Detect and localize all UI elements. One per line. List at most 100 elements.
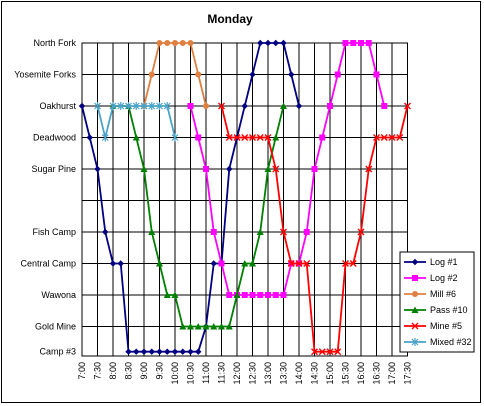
x-tick-label: 7:30 — [93, 362, 103, 380]
data-point — [334, 348, 342, 356]
data-point — [78, 102, 86, 110]
data-point — [225, 134, 233, 141]
data-point — [311, 166, 318, 172]
data-point — [265, 292, 271, 298]
data-point — [203, 103, 209, 109]
data-point — [194, 323, 202, 330]
data-point — [148, 102, 156, 110]
y-tick-label: Sugar Pine — [31, 164, 76, 174]
x-tick-label: 15:00 — [325, 362, 335, 385]
data-point — [411, 338, 419, 346]
data-point — [233, 134, 241, 141]
data-point — [218, 323, 225, 330]
x-tick-label: 8:00 — [108, 362, 118, 380]
data-point — [381, 103, 388, 109]
data-point — [156, 348, 163, 355]
data-point — [164, 348, 171, 355]
data-point — [357, 228, 365, 236]
data-point — [210, 260, 217, 267]
data-point — [412, 291, 418, 297]
data-point — [171, 291, 179, 298]
data-point — [257, 292, 264, 298]
data-point — [117, 260, 124, 267]
data-point — [241, 292, 248, 298]
legend-item: Mine #5 — [404, 321, 462, 331]
chart-grid — [81, 42, 408, 357]
legend-label: Log #1 — [430, 257, 458, 267]
data-point — [156, 40, 163, 46]
data-point — [280, 292, 287, 298]
data-point — [210, 229, 217, 235]
data-point — [241, 134, 249, 141]
data-point — [272, 165, 280, 173]
data-point — [287, 260, 295, 267]
data-point — [94, 102, 101, 110]
data-point — [210, 323, 218, 330]
data-point — [327, 103, 333, 109]
data-point — [249, 71, 256, 78]
x-tick-label: 9:00 — [139, 362, 149, 380]
data-point — [125, 348, 132, 355]
data-point — [241, 260, 249, 267]
data-point — [132, 134, 140, 141]
data-point — [264, 165, 272, 172]
data-point — [272, 39, 279, 47]
data-point — [411, 306, 419, 313]
y-tick-label: Wawona — [41, 290, 76, 300]
data-point — [172, 40, 178, 46]
legend-label: Mine #5 — [430, 321, 462, 331]
data-point — [350, 40, 357, 46]
data-point — [334, 71, 341, 78]
data-point — [256, 228, 264, 235]
data-point — [411, 258, 419, 266]
x-tick-label: 13:30 — [279, 362, 289, 385]
data-point — [140, 102, 148, 110]
x-tick-label: 10:30 — [186, 362, 196, 385]
data-point — [412, 275, 418, 281]
data-point — [171, 348, 179, 355]
x-tick-label: 7:00 — [77, 362, 87, 380]
data-point — [326, 348, 334, 356]
legend-item: Log #2 — [404, 273, 458, 283]
data-point — [187, 348, 194, 355]
data-point — [295, 102, 303, 110]
data-point — [148, 228, 156, 235]
data-point — [187, 323, 194, 330]
data-point — [272, 292, 279, 298]
x-tick-label: 9:30 — [155, 362, 165, 380]
data-point — [272, 134, 280, 141]
series-log-1 — [78, 39, 303, 355]
data-point — [133, 348, 140, 355]
legend-label: Log #2 — [430, 273, 458, 283]
x-tick-label: 17:30 — [403, 362, 413, 385]
data-point — [179, 323, 187, 330]
y-axis-labels: North Fork Yosemite Forks Oakhurst Deadwood… — [14, 38, 76, 357]
data-point — [257, 39, 264, 47]
data-point — [233, 291, 241, 298]
x-tick-label: 12:00 — [232, 362, 242, 385]
data-point — [156, 260, 163, 267]
x-axis-labels: 7:00 7:30 8:00 8:30 9:00 9:30 10:00 10:30 11:00 1… — [77, 362, 413, 385]
data-point — [102, 228, 109, 236]
y-tick-label: North Fork — [33, 38, 76, 48]
data-point — [225, 323, 233, 330]
x-tick-label: 15:30 — [341, 362, 351, 385]
data-point — [280, 102, 287, 109]
y-tick-label: Gold Mine — [35, 322, 76, 332]
data-point — [86, 134, 93, 141]
data-point — [203, 166, 209, 172]
data-point — [140, 348, 148, 355]
data-point — [373, 71, 380, 78]
x-tick-label: 16:00 — [356, 362, 366, 385]
x-tick-label: 11:00 — [201, 362, 211, 384]
data-point — [303, 229, 310, 235]
data-point — [179, 40, 186, 46]
data-point — [349, 260, 357, 267]
series-mixed-32 — [94, 102, 179, 142]
x-tick-label: 14:30 — [310, 362, 320, 385]
data-point — [342, 260, 349, 267]
data-point — [280, 39, 287, 47]
data-point — [132, 102, 140, 110]
data-point — [288, 71, 295, 78]
